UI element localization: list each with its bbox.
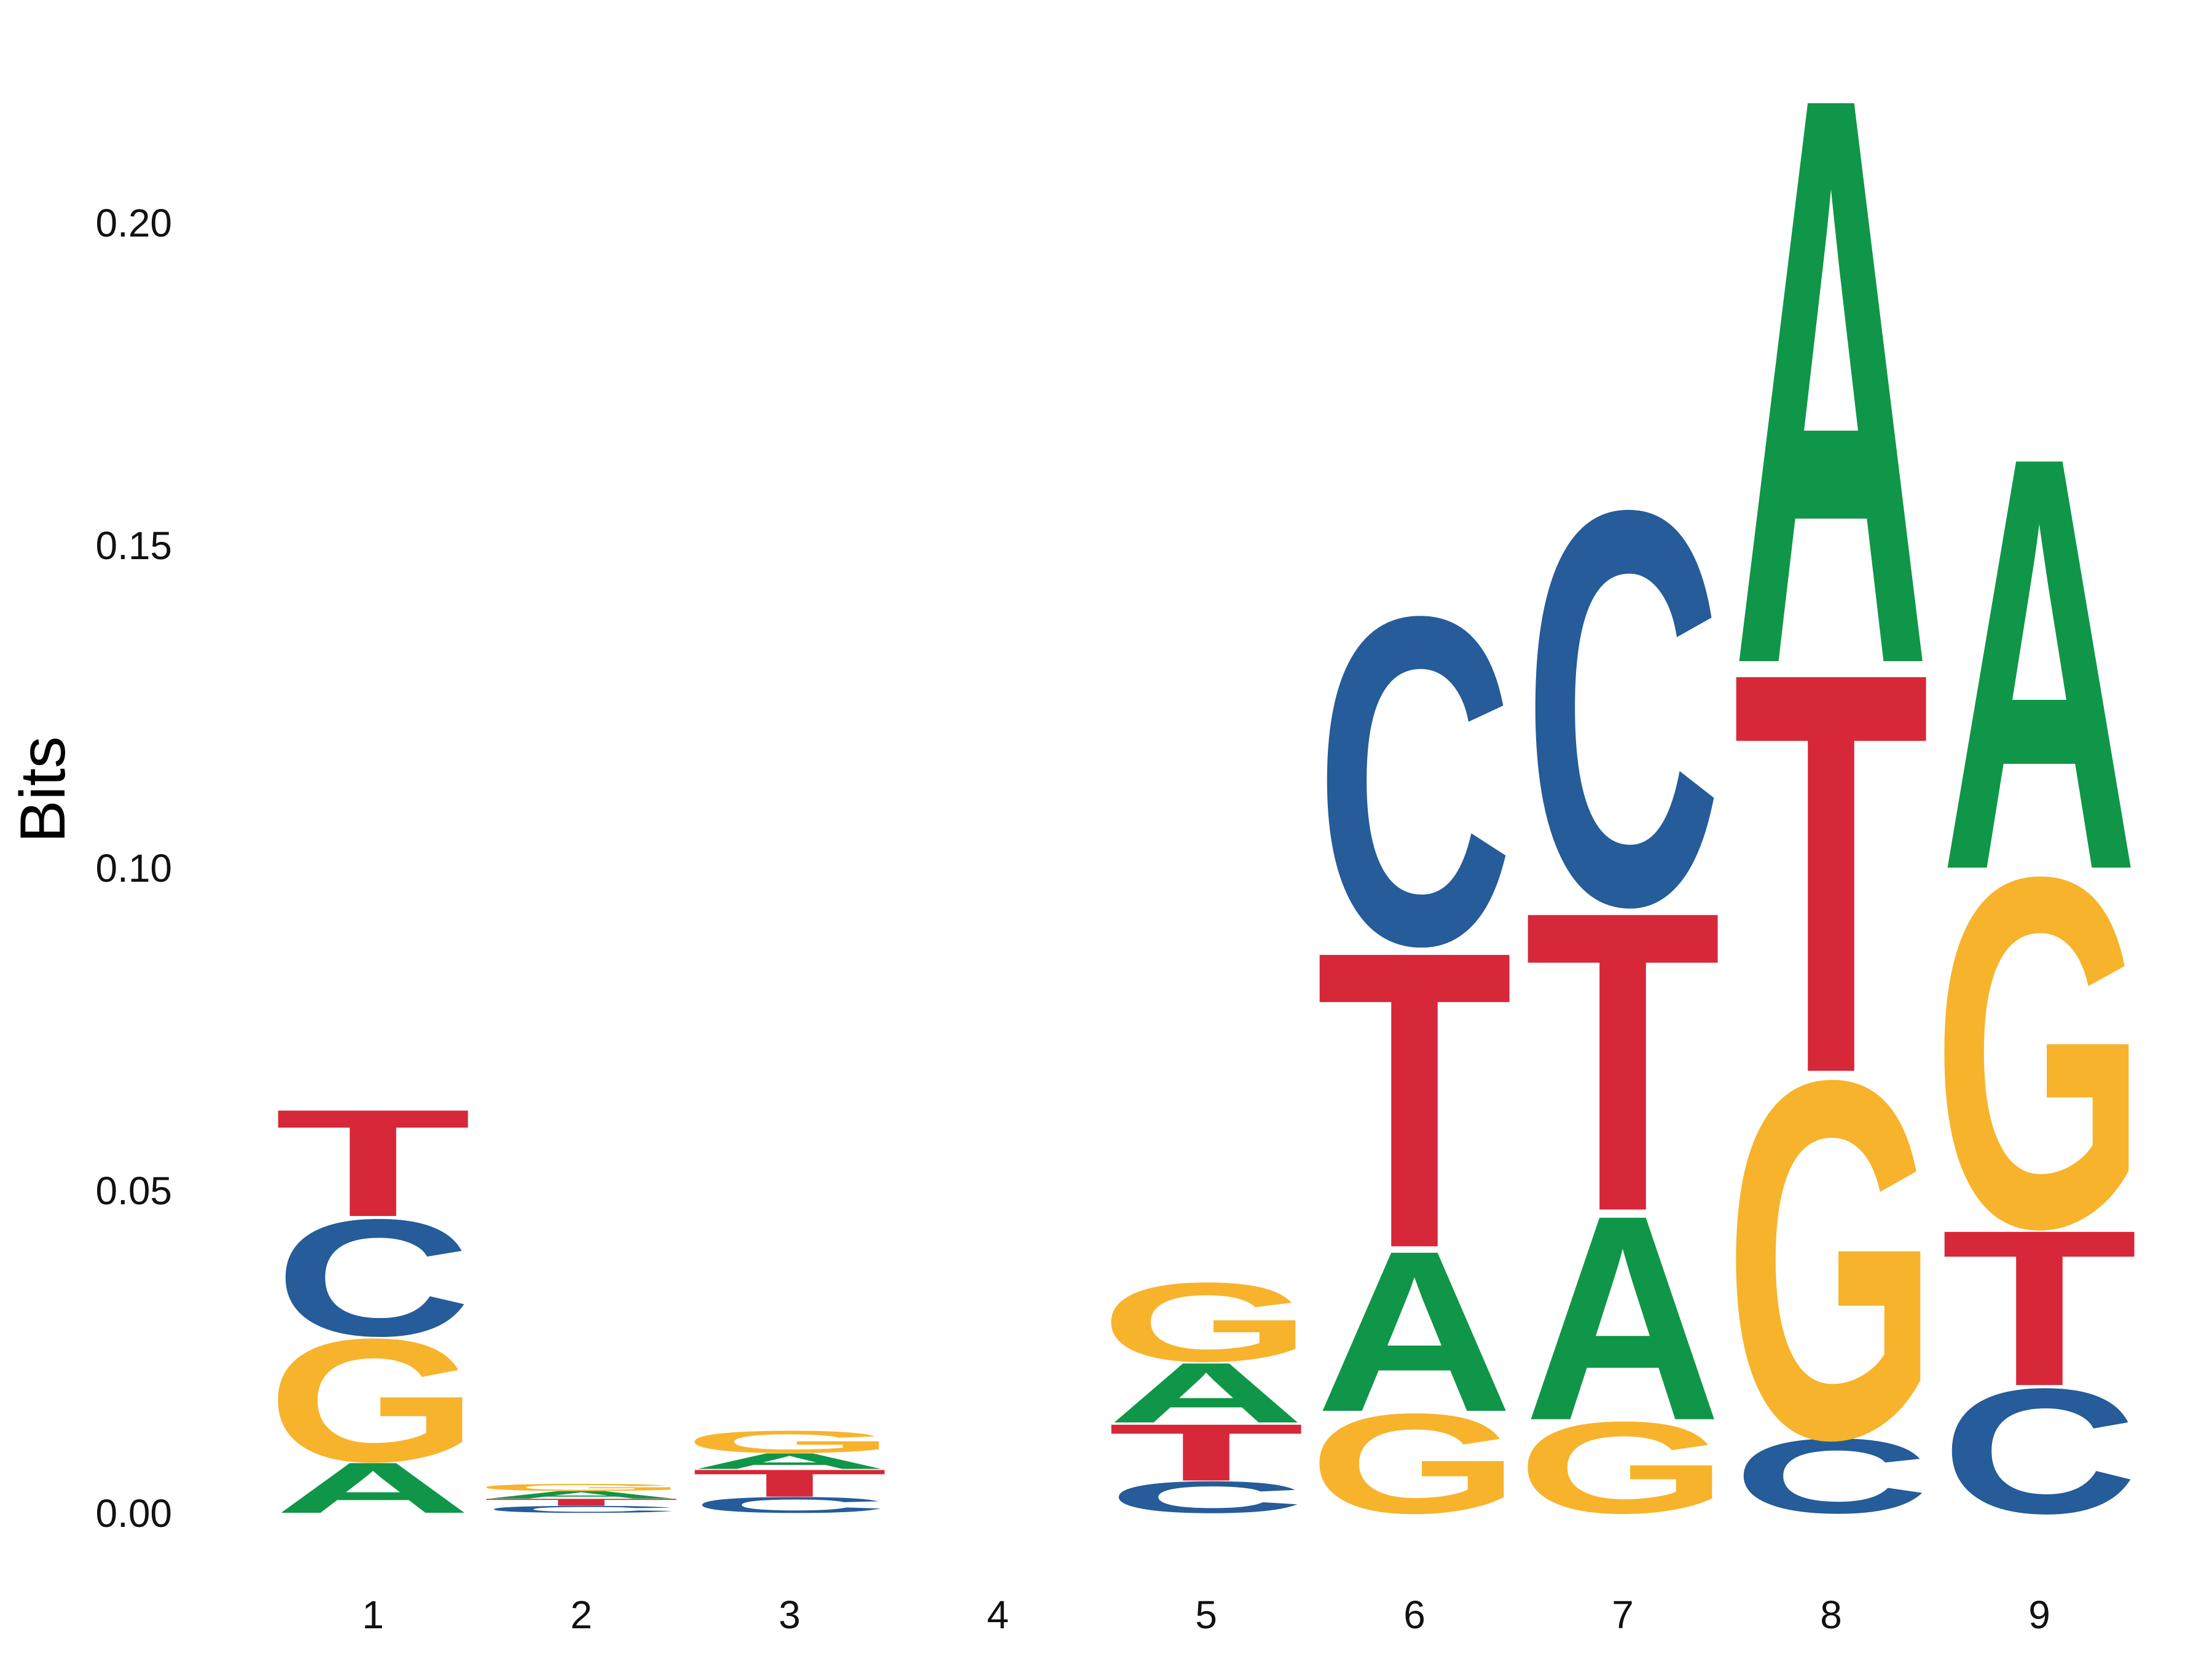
logo-letter-A: A (275, 1448, 472, 1528)
logo-letter-C: C (1733, 1417, 1930, 1535)
y-tick-label: 0.15 (95, 524, 172, 568)
logo-letter-C: C (275, 1185, 472, 1371)
logo-letter-C: C (1316, 520, 1513, 1043)
y-tick-label: 0.20 (95, 201, 172, 245)
logo-letter-T: T (1733, 554, 1929, 1193)
logo-letter-C: C (691, 1492, 888, 1518)
logo-letter-A: A (1941, 334, 2138, 993)
logo-letter-G: G (1725, 975, 1937, 1545)
x-tick-label: 3 (779, 1593, 801, 1637)
logo-letter-G: G (1308, 1384, 1521, 1543)
logo-letter-G: G (1516, 1395, 1729, 1540)
logo-letter-T: T (483, 1497, 680, 1508)
logo-letter-T: T (1941, 1183, 2138, 1432)
y-axis-title: Bits (7, 736, 79, 842)
logo-letter-T: T (691, 1462, 888, 1505)
x-tick-label: 7 (1612, 1593, 1634, 1637)
x-tick-label: 4 (987, 1593, 1009, 1637)
logo-letter-G: G (1100, 1260, 1312, 1386)
x-tick-label: 5 (1195, 1593, 1217, 1637)
logo-letter-A: A (483, 1489, 680, 1501)
logo-letter-T: T (1524, 822, 1721, 1300)
y-axis-ticks: 0.00 0.05 0.10 0.15 0.20 (95, 201, 172, 1535)
logo-letter-A: A (1108, 1345, 1305, 1441)
y-tick-label: 0.00 (95, 1491, 172, 1535)
logo-letter-G: G (1933, 772, 2146, 1332)
logo-letter-G: G (475, 1482, 688, 1493)
logo-letter-A: A (1524, 1154, 1722, 1481)
y-tick-label: 0.05 (95, 1169, 172, 1213)
logo-letter-C: C (1941, 1351, 2138, 1551)
x-tick-label: 8 (1820, 1593, 1842, 1637)
logo-letter-T: T (1108, 1407, 1304, 1497)
x-tick-label: 1 (362, 1593, 384, 1637)
x-tick-label: 2 (570, 1593, 592, 1637)
logo-letter-G: G (683, 1424, 896, 1459)
x-tick-label: 9 (2028, 1593, 2050, 1637)
logo-letter-C: C (1108, 1472, 1305, 1523)
logo-letter-C: C (1524, 393, 1722, 1022)
x-tick-label: 6 (1403, 1593, 1426, 1637)
logo-letter-T: T (1316, 863, 1513, 1336)
x-axis-ticks: 1 2 3 4 5 6 7 8 9 (362, 1593, 2050, 1637)
y-tick-label: 0.10 (95, 846, 172, 890)
logo-letter-A: A (691, 1448, 888, 1473)
logo-letter-C: C (483, 1504, 680, 1515)
logo-letter-T: T (275, 1078, 471, 1249)
logo-letter-A: A (1733, 0, 1930, 833)
logo-letter-G: G (267, 1303, 479, 1499)
logo-letter-A: A (1316, 1203, 1513, 1460)
